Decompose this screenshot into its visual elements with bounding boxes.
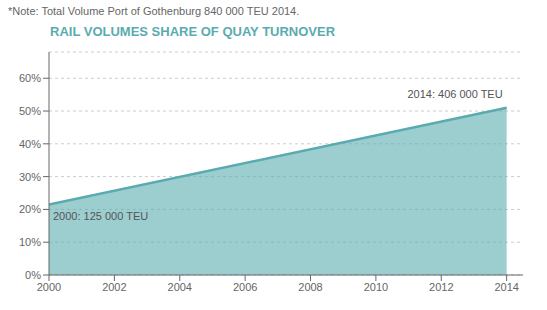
svg-text:2000: 2000 xyxy=(37,281,61,293)
svg-text:2014: 406 000 TEU: 2014: 406 000 TEU xyxy=(407,88,502,100)
svg-text:2010: 2010 xyxy=(364,281,388,293)
svg-text:2008: 2008 xyxy=(298,281,322,293)
svg-text:0%: 0% xyxy=(25,269,41,281)
svg-text:2000: 125 000 TEU: 2000: 125 000 TEU xyxy=(53,210,148,222)
svg-text:2002: 2002 xyxy=(102,281,126,293)
html-text:*Note: Total Volume Port of Go: *Note: Total Volume Port of Gothenburg 8… xyxy=(8,5,300,17)
svg-text:60%: 60% xyxy=(19,72,41,84)
svg-text:20%: 20% xyxy=(19,203,41,215)
svg-text:10%: 10% xyxy=(19,236,41,248)
svg-text:2014: 2014 xyxy=(494,281,518,293)
svg-text:30%: 30% xyxy=(19,171,41,183)
svg-text:2006: 2006 xyxy=(233,281,257,293)
svg-text:50%: 50% xyxy=(19,105,41,117)
html-text:RAIL VOLUMES SHARE OF QUAY TUR: RAIL VOLUMES SHARE OF QUAY TURNOVER xyxy=(50,24,336,39)
svg-text:40%: 40% xyxy=(19,138,41,150)
svg-text:2012: 2012 xyxy=(429,281,453,293)
svg-text:2004: 2004 xyxy=(168,281,192,293)
